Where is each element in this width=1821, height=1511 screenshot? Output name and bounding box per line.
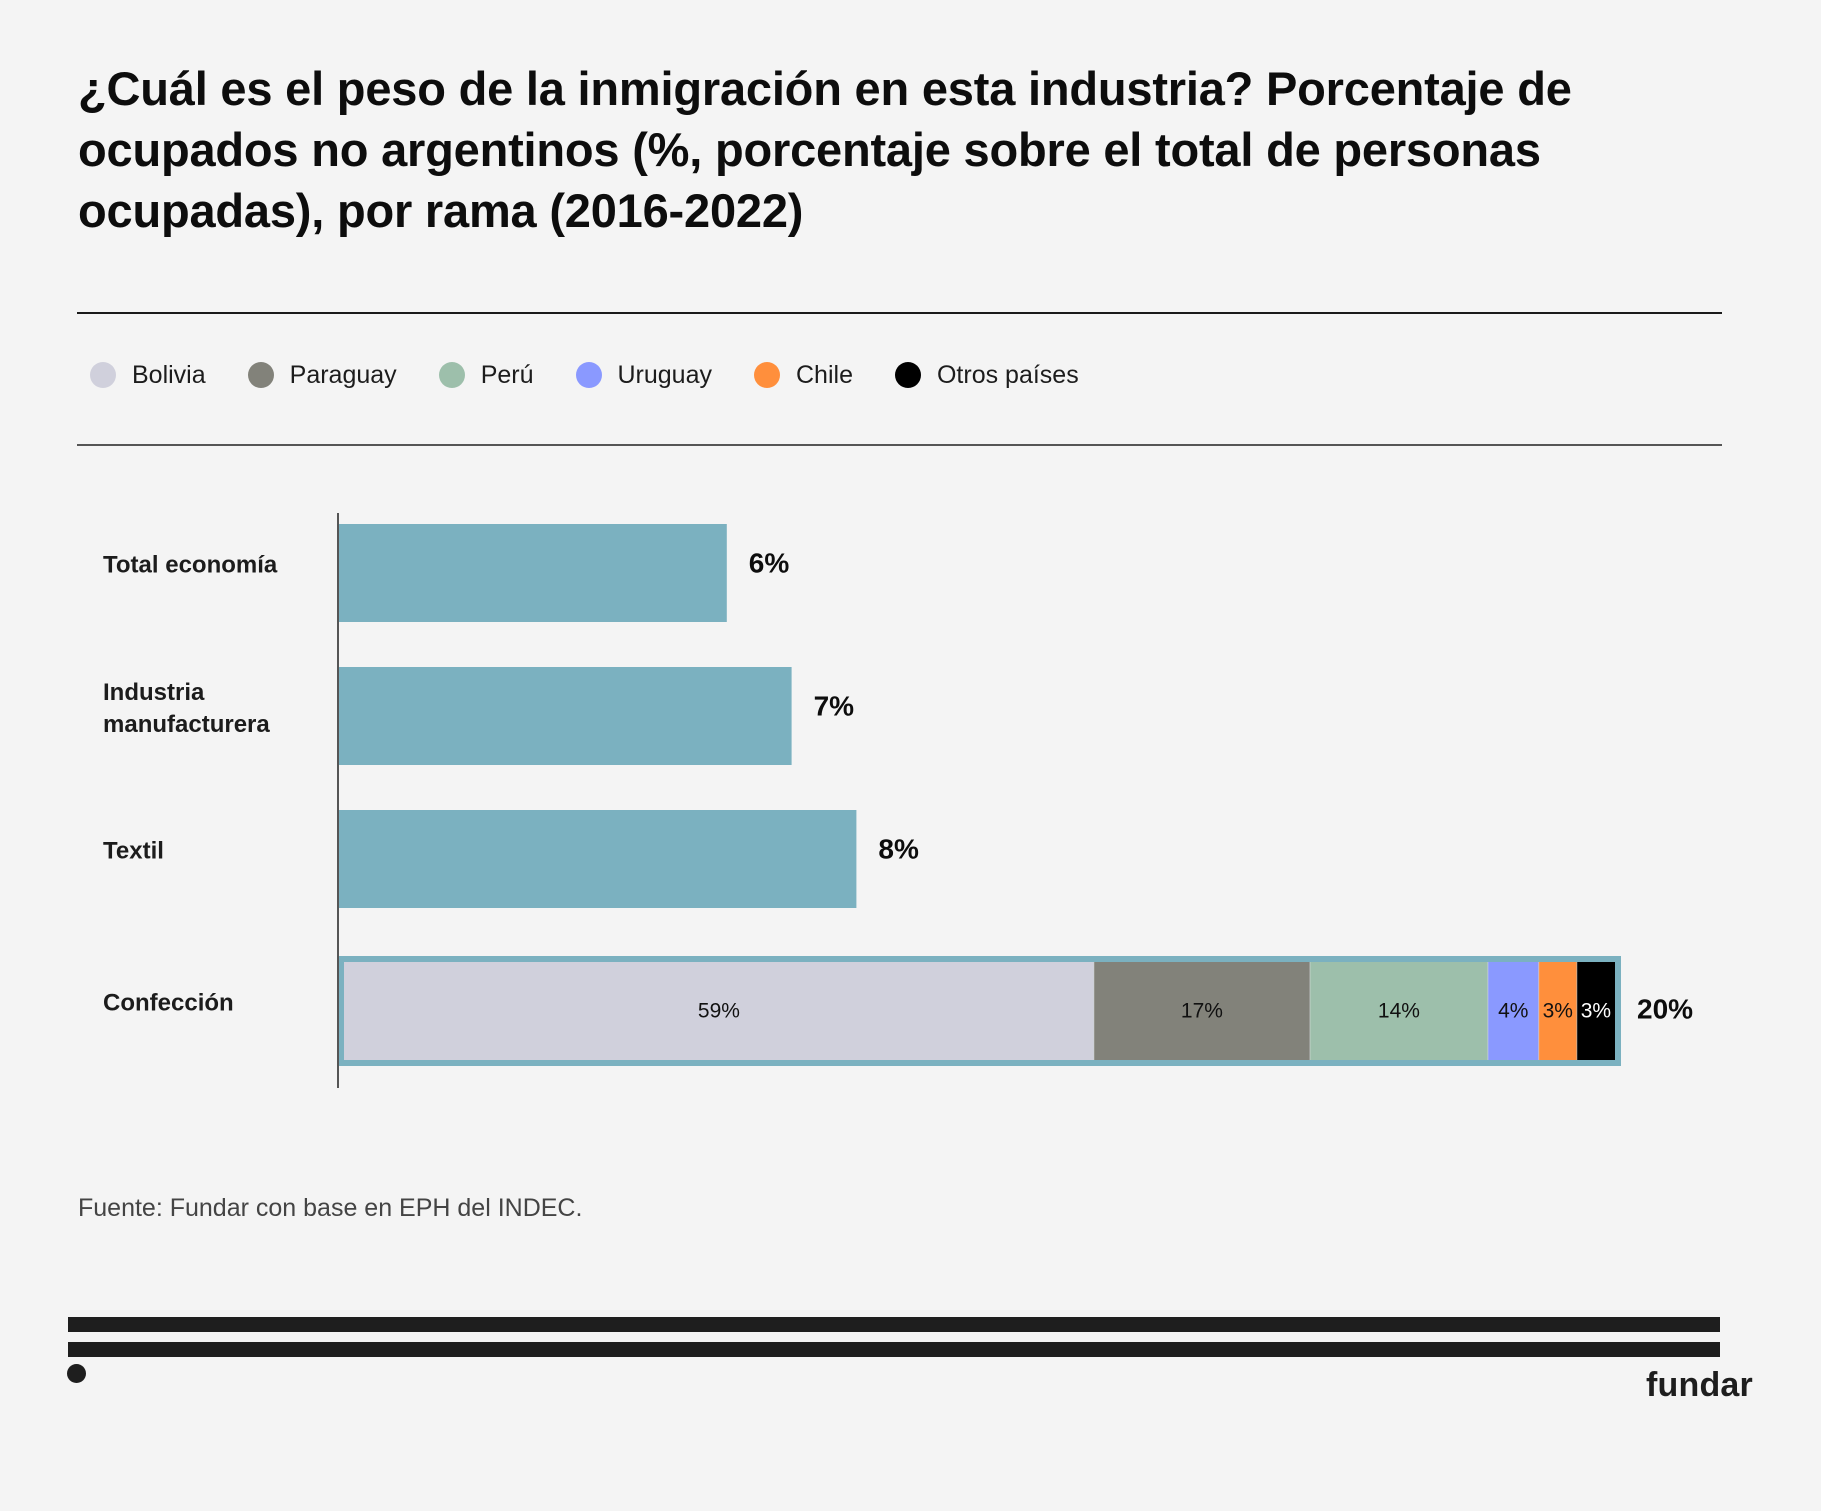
legend-item-chile[interactable]: Chile bbox=[754, 361, 853, 390]
legend-item-otros-paises[interactable]: Otros países bbox=[894, 360, 1079, 390]
legend-item-uruguay[interactable]: Uruguay bbox=[575, 360, 713, 390]
value-label: 20% bbox=[1637, 994, 1693, 1025]
category-label: Textil bbox=[103, 838, 164, 865]
value-label: 7% bbox=[814, 691, 855, 722]
segment-uruguay[interactable] bbox=[1487, 962, 1539, 1060]
legend-dot-icon bbox=[438, 362, 465, 388]
category-label: Industria manufacturera bbox=[103, 679, 270, 738]
legend-dot-icon bbox=[90, 362, 116, 388]
value-label: 6% bbox=[749, 548, 790, 579]
chart-title: ¿Cuál es el peso de la inmigración en es… bbox=[78, 62, 1572, 237]
category-label: Confección bbox=[103, 990, 234, 1017]
category-label: Total economía bbox=[103, 552, 278, 579]
legend-dot-icon bbox=[754, 362, 780, 388]
segment-bolivia[interactable] bbox=[344, 962, 1094, 1060]
legend-item-bolivia[interactable]: Bolivia bbox=[90, 361, 206, 390]
legend-label: Otros países bbox=[936, 360, 1079, 389]
footer-bar-top bbox=[68, 1317, 1720, 1332]
bottom-separator bbox=[77, 444, 1722, 446]
segment-paraguay[interactable] bbox=[1093, 962, 1310, 1060]
top-separator bbox=[77, 312, 1722, 314]
segment-otros-paises[interactable] bbox=[1576, 962, 1615, 1060]
bar-total-economía[interactable] bbox=[338, 524, 727, 622]
source-note: Fuente: Fundar con base en EPH del INDEC… bbox=[78, 1194, 583, 1222]
bar-textil[interactable] bbox=[338, 810, 857, 908]
legend-dot-icon bbox=[575, 362, 602, 388]
legend-item-peru[interactable]: Perú bbox=[438, 360, 534, 390]
brand-logo: fundar bbox=[1646, 1366, 1753, 1404]
legend-dot-icon bbox=[894, 362, 921, 388]
legend-dot-icon bbox=[247, 362, 274, 388]
legend-label: Paraguay bbox=[289, 360, 397, 389]
segment-chile[interactable] bbox=[1538, 962, 1577, 1060]
legend: Bolivia Paraguay Perú Uruguay Chile Otro… bbox=[90, 357, 1121, 393]
footer-dot-icon bbox=[67, 1364, 86, 1383]
footer-bar-bottom bbox=[68, 1342, 1720, 1357]
legend-label: Bolivia bbox=[132, 360, 206, 389]
value-label: 8% bbox=[878, 834, 919, 865]
bar-industria-manufacturera[interactable] bbox=[338, 667, 792, 765]
legend-label: Perú bbox=[480, 360, 534, 389]
legend-label: Uruguay bbox=[617, 360, 713, 389]
segment-peru[interactable] bbox=[1309, 962, 1488, 1060]
legend-item-paraguay[interactable]: Paraguay bbox=[247, 360, 397, 390]
legend-label: Chile bbox=[796, 360, 853, 389]
